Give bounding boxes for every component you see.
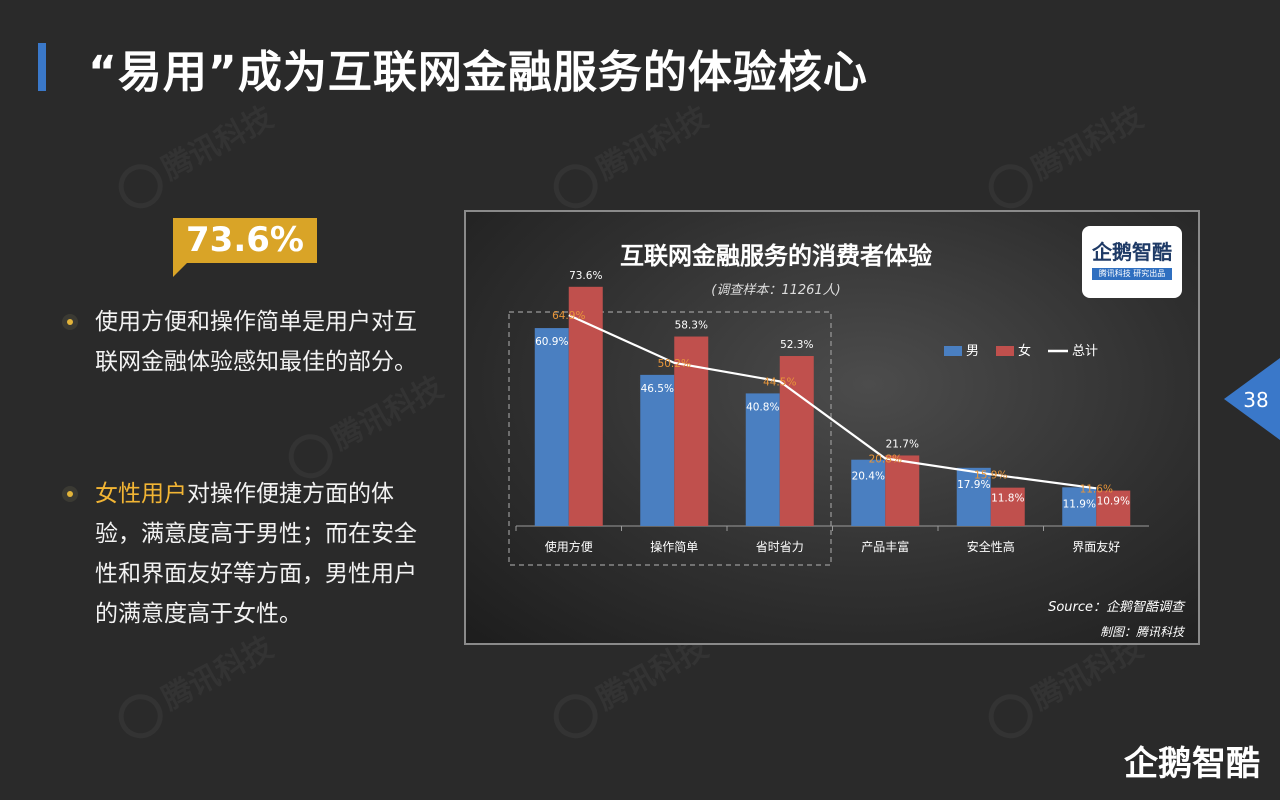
- highlight-value: 73.6%: [186, 220, 304, 260]
- data-label-total: 64.9%: [552, 310, 585, 322]
- legend-label-female: 女: [1018, 343, 1031, 359]
- data-label-female: 21.7%: [886, 438, 919, 450]
- data-label-total: 11.6%: [1080, 483, 1113, 495]
- brand-logo: 企鹅智酷: [1124, 744, 1260, 784]
- bullet-2-text: 对操作便捷方面的体验，满意度高于男性；而在安全性和界面友好等方面，男性用户的满意…: [95, 481, 417, 627]
- watermark: 腾讯科技: [544, 93, 717, 216]
- bullet-text-2: 女性用户对操作便捷方面的体验，满意度高于男性；而在安全性和界面友好等方面，男性用…: [95, 474, 425, 634]
- bullet-dot-icon: [62, 486, 78, 502]
- bar-male: [745, 393, 780, 526]
- x-tick-label: 界面友好: [1072, 540, 1120, 554]
- watermark: 腾讯科技: [979, 93, 1152, 216]
- data-label-female: 11.8%: [991, 493, 1024, 505]
- x-tick-label: 使用方便: [545, 539, 593, 554]
- data-label-female: 10.9%: [1097, 496, 1130, 508]
- chart-title: 互联网金融服务的消费者体验: [620, 242, 932, 270]
- data-label-male: 17.9%: [957, 479, 990, 491]
- x-tick-label: 省时省力: [756, 540, 804, 554]
- chart-subtitle: (调查样本：11261人): [711, 283, 841, 298]
- bar-male: [534, 328, 569, 526]
- bullet-dot-icon: [62, 314, 78, 330]
- data-label-total: 20.8%: [869, 453, 902, 465]
- data-label-total: 44.5%: [763, 376, 796, 388]
- data-label-female: 52.3%: [780, 339, 813, 351]
- bar-male: [1062, 487, 1097, 526]
- bar-line-chart: 互联网金融服务的消费者体验 (调查样本：11261人) 60.9% 73.6% 使用方便…: [508, 242, 1186, 639]
- bar-female: [885, 455, 920, 526]
- page-number-tab: [1224, 358, 1280, 440]
- bar-male: [851, 459, 886, 526]
- series-line-total: [568, 314, 1097, 490]
- data-label-total: 15.9%: [974, 469, 1007, 481]
- bar-male: [956, 467, 991, 526]
- chart-logo: 企鹅智酷 腾讯科技 研究出品: [1082, 226, 1182, 298]
- data-label-male: 11.9%: [1063, 498, 1096, 510]
- chart-logo-name: 企鹅智酷: [1092, 240, 1172, 264]
- chart-source: Source：企鹅智酷调查: [1048, 599, 1186, 615]
- legend-swatch-female: [996, 346, 1014, 356]
- highlight-badge: 73.6%: [173, 218, 317, 277]
- x-tick-label: 操作简单: [650, 539, 698, 554]
- x-tick-label: 安全性高: [967, 539, 1015, 554]
- data-label-male: 20.4%: [852, 471, 885, 483]
- data-label-male: 40.8%: [746, 401, 779, 413]
- watermark: 腾讯科技: [109, 623, 282, 746]
- page-title: “易用”成为互联网金融服务的体验核心: [88, 47, 868, 98]
- watermark: 腾讯科技: [109, 93, 282, 216]
- data-label-male: 60.9%: [535, 336, 568, 348]
- chart-panel: 互联网金融服务的消费者体验 (调查样本：11261人) 60.9% 73.6% 使用方便…: [464, 210, 1200, 645]
- chart-logo-sub: 腾讯科技 研究出品: [1092, 268, 1172, 280]
- data-label-total: 50.2%: [658, 358, 691, 370]
- x-tick-label: 产品丰富: [861, 539, 909, 554]
- data-label-female: 58.3%: [675, 320, 708, 332]
- page-number: 38: [1243, 388, 1269, 412]
- chart-credit: 制图：腾讯科技: [1100, 625, 1186, 639]
- bar-female: [568, 286, 603, 526]
- data-label-male: 46.5%: [641, 383, 674, 395]
- legend-swatch-male: [944, 346, 962, 356]
- legend-label-male: 男: [966, 344, 979, 359]
- legend-label-total: 总计: [1072, 344, 1098, 359]
- bar-male: [640, 374, 675, 526]
- bar-female: [1096, 490, 1131, 526]
- title-accent-bar: [38, 43, 46, 91]
- data-label-female: 73.6%: [569, 270, 602, 282]
- bullet-1-text: 使用方便和操作简单是用户对互联网金融体验感知最佳的部分。: [95, 309, 417, 375]
- bar-female: [990, 487, 1025, 526]
- bullet-text-1: 使用方便和操作简单是用户对互联网金融体验感知最佳的部分。: [95, 302, 425, 382]
- bullet-2-highlight: 女性用户: [95, 481, 187, 507]
